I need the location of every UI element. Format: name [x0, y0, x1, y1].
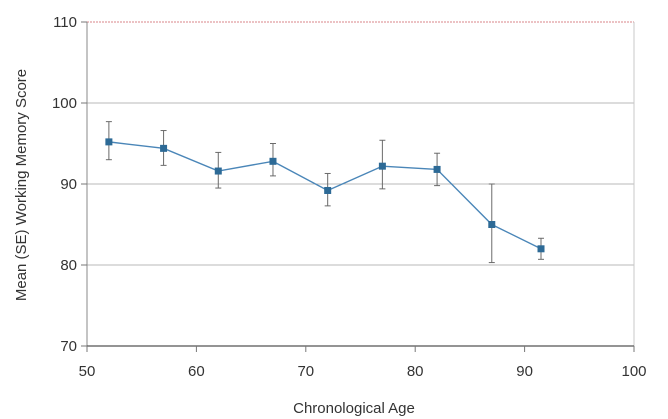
y-tick-label-110: 110 — [53, 14, 77, 31]
y-tick-label-80: 80 — [60, 257, 77, 274]
x-tick-label-50: 50 — [79, 363, 96, 380]
x-tick-label-90: 90 — [516, 363, 533, 380]
data-series — [105, 138, 545, 253]
data-point — [269, 157, 277, 165]
y-tick-label-90: 90 — [60, 176, 77, 193]
y-tick-label-100: 100 — [52, 95, 77, 112]
series-line — [108, 141, 542, 250]
data-point — [214, 167, 222, 175]
data-point — [105, 138, 113, 146]
x-tick-label-60: 60 — [188, 363, 205, 380]
x-tick-label-100: 100 — [621, 363, 646, 380]
y-tick-label-70: 70 — [60, 338, 77, 355]
data-point — [488, 221, 496, 228]
x-tick-label-70: 70 — [297, 363, 314, 380]
grid-lines — [87, 102, 634, 266]
y-axis-title: Mean (SE) Working Memory Score — [13, 69, 30, 301]
data-point — [160, 144, 168, 152]
data-point — [378, 162, 386, 170]
x-axis-title: Chronological Age — [293, 400, 415, 417]
data-point — [433, 165, 441, 173]
y-axis: 70 80 90 100 110 — [52, 14, 87, 355]
x-tick-label-80: 80 — [407, 363, 424, 380]
data-point — [537, 245, 545, 253]
x-axis: 50 60 70 80 90 100 — [79, 346, 647, 380]
data-point — [324, 186, 332, 194]
